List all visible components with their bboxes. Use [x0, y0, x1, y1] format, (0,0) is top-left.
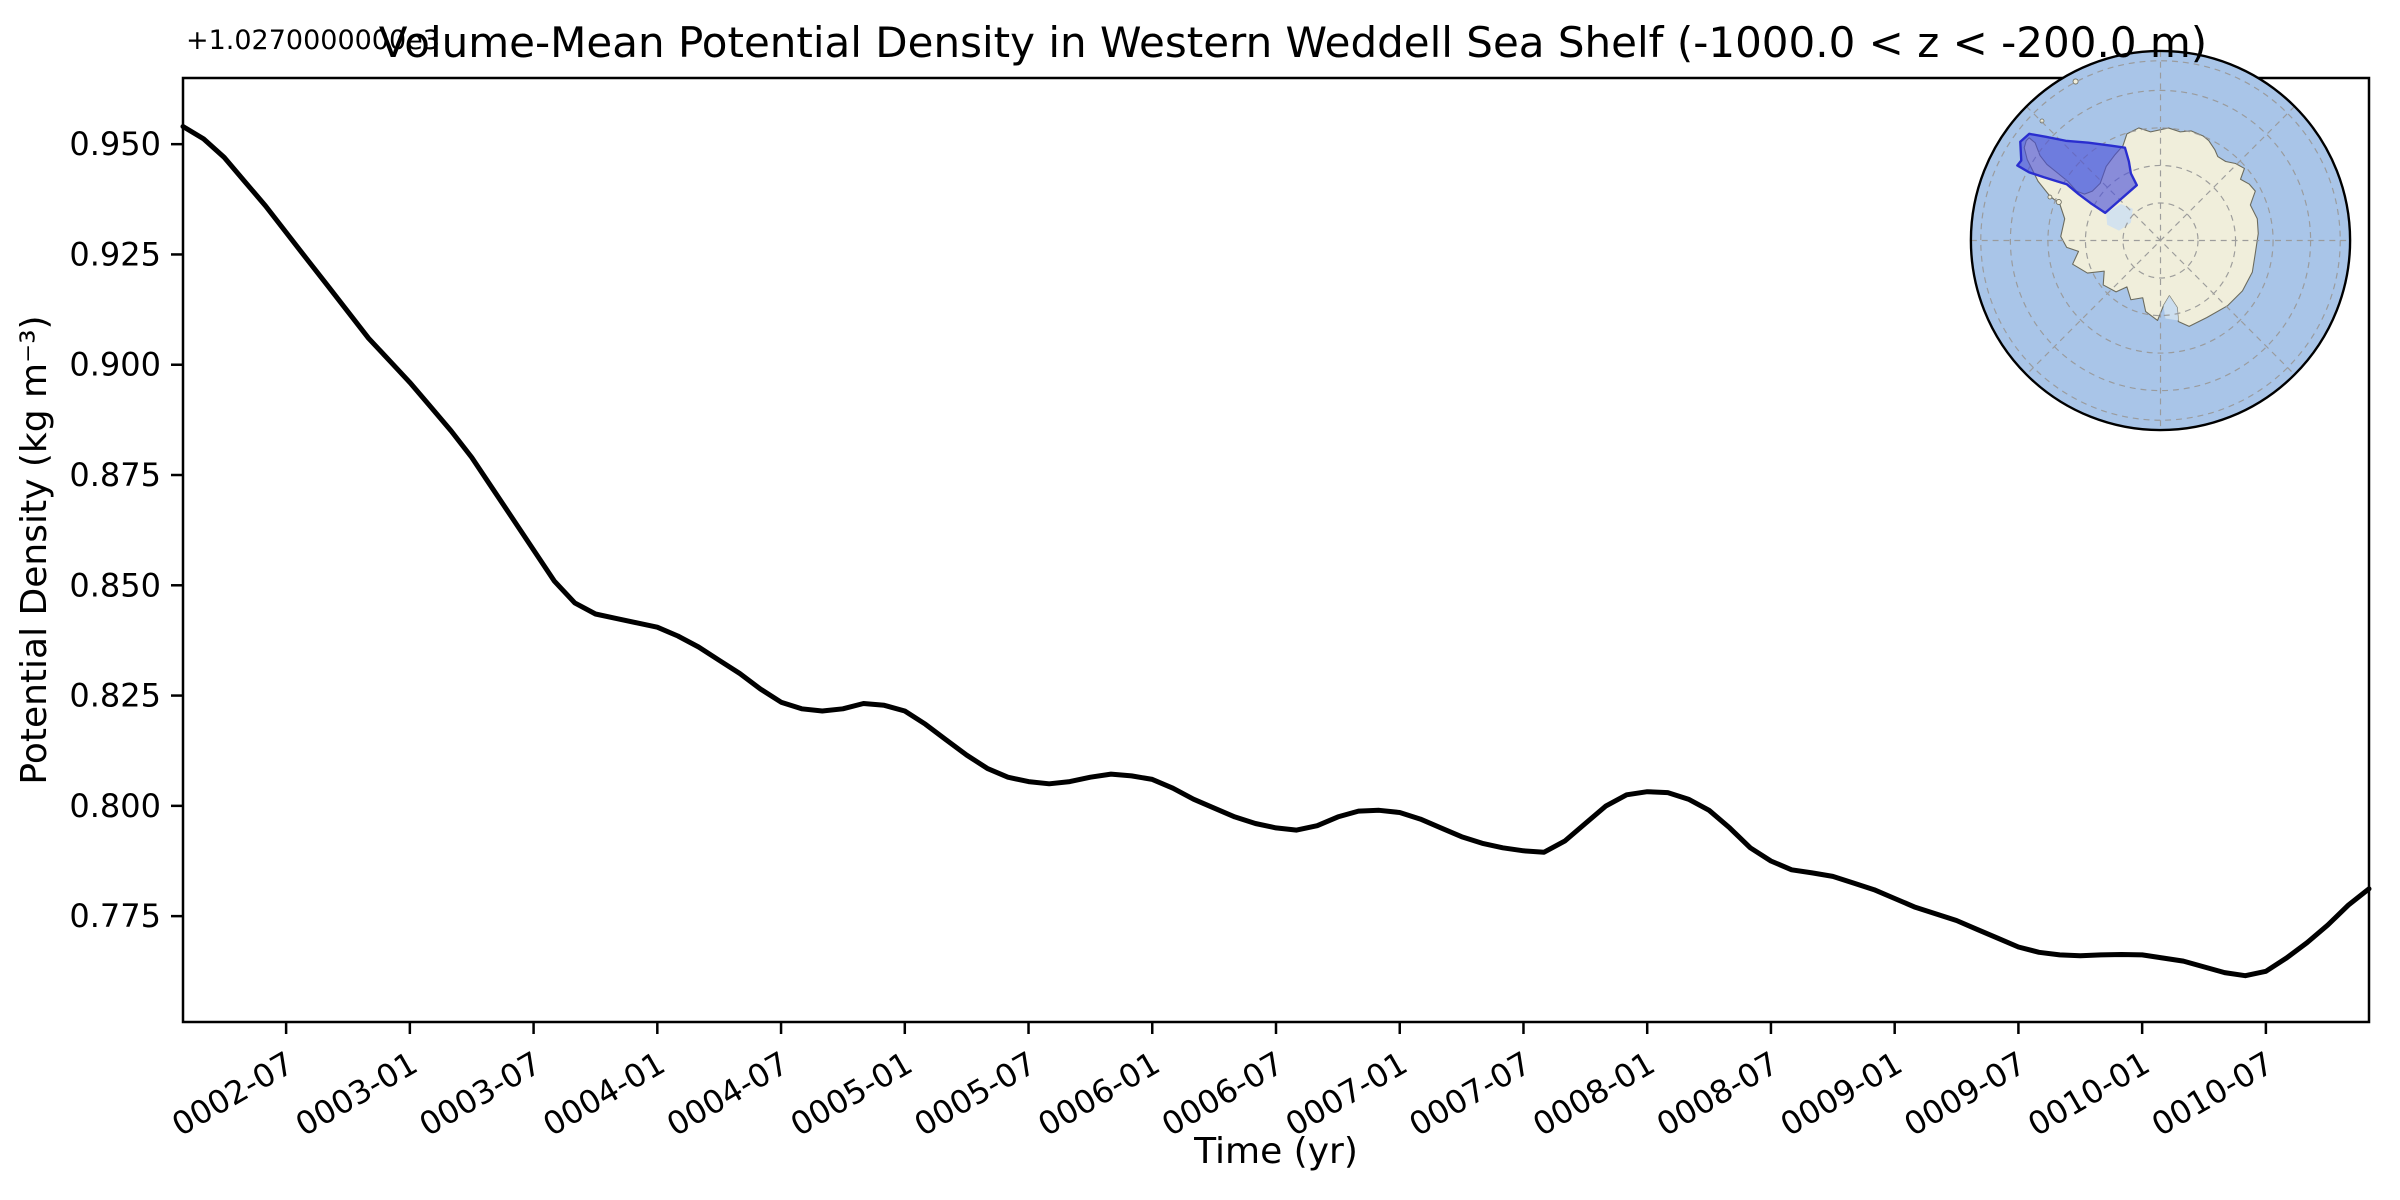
western-weddell-shelf-region: [2016, 132, 2138, 215]
x-tick-label: 0007-01: [1279, 1044, 1414, 1144]
map-graticule: [1970, 50, 2351, 431]
map-island: [2055, 199, 2062, 205]
x-tick-label: 0005-01: [784, 1044, 919, 1144]
y-tick-label: 0.900: [69, 346, 161, 384]
x-tick-label: 0010-07: [2145, 1044, 2280, 1144]
x-tick-label: 0008-01: [1526, 1044, 1661, 1144]
y-tick-label: 0.800: [69, 787, 161, 825]
y-axis-ticks: 0.950 0.925 0.900 0.875 0.850 0.825 0.800 0.775: [69, 125, 183, 935]
map-island: [2072, 78, 2079, 85]
map-island: [2039, 118, 2045, 124]
x-axis-label: Time (yr): [1193, 1131, 1358, 1172]
map-boundary-circle: [1969, 49, 2352, 432]
y-tick-label: 0.825: [69, 677, 161, 715]
x-tick-label: 0003-07: [413, 1044, 548, 1144]
y-tick-label: 0.775: [69, 897, 161, 935]
x-axis-ticks: 0002-070003-010003-070004-010004-070005-…: [165, 1022, 2280, 1144]
x-tick-label: 0008-07: [1650, 1044, 1785, 1144]
potential-density-line: [180, 124, 2372, 979]
x-tick-label: 0004-01: [537, 1044, 672, 1144]
antarctica-inset-map: [1969, 49, 2352, 432]
x-tick-label: 0002-07: [165, 1044, 300, 1144]
x-tick-label: 0009-01: [1774, 1044, 1909, 1144]
plot-title: Volume-Mean Potential Density in Western…: [378, 18, 2208, 67]
x-tick-label: 0005-07: [908, 1044, 1043, 1144]
y-tick-label: 0.850: [69, 566, 161, 604]
x-tick-label: 0010-01: [2021, 1044, 2156, 1144]
y-tick-label: 0.875: [69, 456, 161, 494]
x-tick-label: 0007-07: [1403, 1044, 1538, 1144]
x-tick-label: 0006-01: [1031, 1044, 1166, 1144]
x-tick-label: 0003-01: [289, 1044, 424, 1144]
x-tick-label: 0009-07: [1898, 1044, 2033, 1144]
y-tick-label: 0.950: [69, 125, 161, 163]
y-axis-offset-text: +1.0270000000e3: [186, 25, 440, 56]
y-tick-label: 0.925: [69, 235, 161, 273]
map-island: [2047, 194, 2053, 200]
y-axis-label: Potential Density (kg m⁻³): [14, 315, 55, 784]
x-tick-label: 0006-07: [1155, 1044, 1290, 1144]
x-tick-label: 0004-07: [660, 1044, 795, 1144]
